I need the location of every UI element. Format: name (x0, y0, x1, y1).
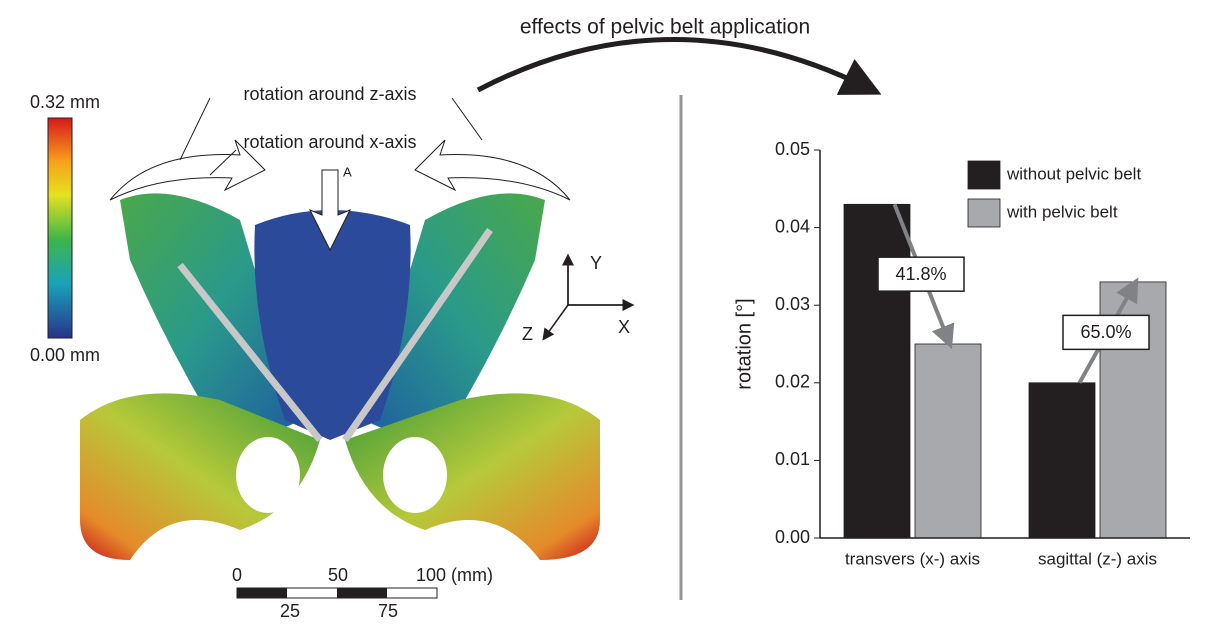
axis-letter: X (618, 317, 630, 337)
figure: effects of pelvic belt application 0.32 … (0, 0, 1211, 624)
bar (844, 204, 910, 538)
scale-label: 100 (mm) (416, 565, 493, 585)
scale-label: 75 (378, 601, 398, 621)
scale-label: 50 (328, 565, 348, 585)
bar-chart: rotation [°] 0.00 0.01 0.02 0.03 0.04 0.05 tran… (733, 139, 1190, 569)
x-tick-label: sagittal (z-) axis (1038, 549, 1157, 568)
legend-swatch (968, 199, 1000, 227)
right-foramen (383, 437, 447, 513)
colorbar-max: 0.32 mm (30, 92, 100, 112)
scale-label: 0 (232, 565, 242, 585)
y-tick-label: 0.00 (775, 527, 810, 547)
legend-swatch (968, 161, 1000, 189)
y-tick-label: 0.05 (775, 139, 810, 159)
transition-arrow (478, 39, 868, 90)
annotation: rotation around z-axis (243, 84, 416, 104)
y-tick-label: 0.04 (775, 216, 810, 236)
annotation: 65.0% (1080, 322, 1131, 342)
axis-letter: Z (522, 324, 533, 344)
bar (915, 344, 981, 538)
colorbar (48, 118, 72, 338)
z-rotation-arrow-right (415, 140, 570, 200)
legend-label: with pelvic belt (1006, 202, 1118, 221)
axis-letter: Y (590, 253, 602, 273)
scalebar (237, 588, 437, 598)
figure-title: effects of pelvic belt application (520, 16, 810, 39)
legend-label: without pelvic belt (1006, 164, 1141, 183)
bar (1029, 383, 1095, 538)
left-foramen (236, 437, 300, 513)
y-tick-label: 0.02 (775, 372, 810, 392)
y-tick-label: 0.01 (775, 449, 810, 469)
model-panel: 0.32 mm 0.00 mm rotation around z-axis r… (30, 84, 630, 621)
scale-label: 25 (280, 601, 300, 621)
annotation: A (343, 164, 352, 179)
colorbar-min: 0.00 mm (30, 345, 100, 365)
y-tick-label: 0.03 (775, 294, 810, 314)
annotation: rotation around x-axis (243, 132, 416, 152)
annotation: 41.8% (895, 264, 946, 284)
y-axis-label: rotation [°] (733, 298, 755, 389)
z-rotation-arrow-left (110, 140, 265, 200)
x-tick-label: transvers (x-) axis (845, 549, 980, 568)
